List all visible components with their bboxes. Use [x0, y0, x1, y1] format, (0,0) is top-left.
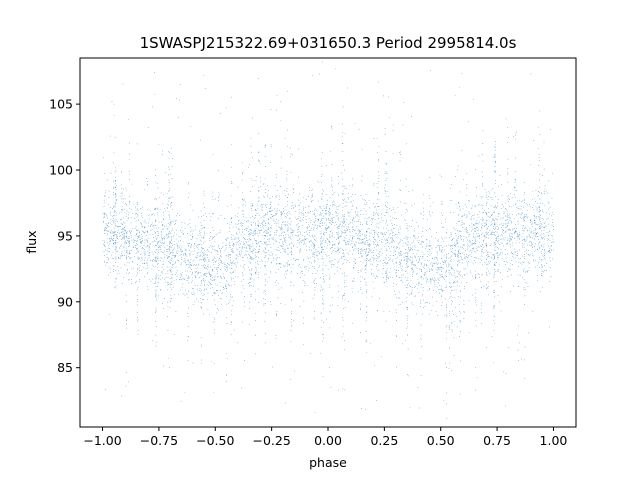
- scatter-point-cloud: [102, 61, 554, 419]
- x-tick-label: 0.00: [314, 433, 342, 448]
- y-tick-label: 90: [57, 294, 73, 309]
- x-tick-label: −1.00: [83, 433, 121, 448]
- data-points: [102, 61, 554, 419]
- y-tick-label: 95: [57, 228, 73, 243]
- x-tick-label: −0.50: [196, 433, 234, 448]
- x-tick-label: 1.00: [540, 433, 568, 448]
- x-axis-ticks: −1.00 −0.75 −0.50 −0.25 0.00 0.25 0.50 0.75 1.00: [83, 427, 567, 448]
- x-tick-label: 0.75: [483, 433, 511, 448]
- y-tick-label: 85: [57, 360, 73, 375]
- x-axis-label: phase: [309, 455, 347, 470]
- x-tick-label: 0.50: [427, 433, 455, 448]
- y-tick-label: 105: [49, 97, 73, 112]
- x-tick-label: −0.25: [252, 433, 290, 448]
- x-tick-label: −0.75: [140, 433, 178, 448]
- x-tick-label: 0.25: [370, 433, 398, 448]
- y-axis-ticks: 85 90 95 100 105: [49, 97, 80, 375]
- chart-title: 1SWASPJ215322.69+031650.3 Period 2995814…: [140, 34, 517, 52]
- y-axis-label: flux: [24, 230, 39, 253]
- y-tick-label: 100: [49, 163, 73, 178]
